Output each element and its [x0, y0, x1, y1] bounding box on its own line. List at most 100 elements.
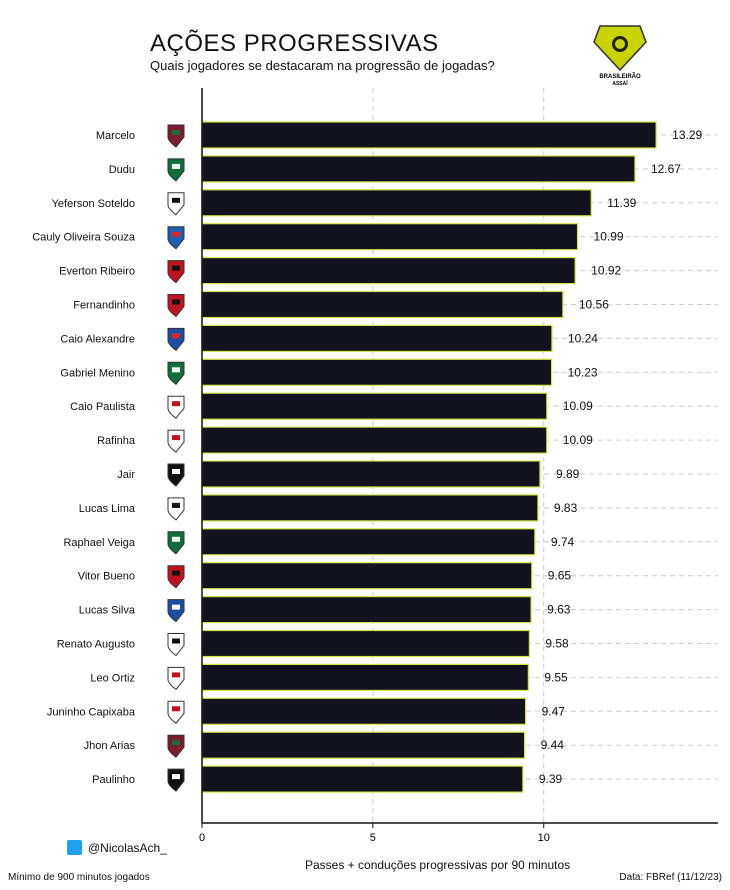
badge-shield [167, 158, 185, 182]
value-label: 9.65 [548, 569, 572, 583]
corinthians-badge-icon [167, 633, 185, 657]
category-label: Dudu [109, 164, 135, 176]
category-label: Marcelo [96, 130, 135, 142]
value-label: 10.92 [591, 264, 621, 278]
bar [201, 562, 533, 590]
badge-shield [167, 124, 185, 148]
value-label: 9.47 [542, 704, 566, 718]
bar [201, 494, 539, 522]
badge-shield [167, 429, 185, 453]
author-handle[interactable]: @NicolasAch_ [88, 841, 167, 855]
value-label: 9.39 [539, 772, 563, 786]
badge-shield [167, 599, 185, 623]
bar [201, 155, 636, 183]
value-label: 9.58 [545, 637, 569, 651]
badge-stripe [172, 604, 180, 610]
palmeiras-badge-icon [167, 158, 185, 182]
category-label: Rafinha [97, 435, 136, 447]
bar [201, 257, 576, 285]
badge-stripe [172, 130, 180, 135]
badge-stripe [172, 265, 180, 271]
brasileirao-logo: BRASILEIRÃO ASSAÍ [593, 25, 647, 87]
x-tick-label: 10 [538, 832, 550, 844]
badge-shield [167, 734, 185, 758]
badge-stripe [172, 163, 180, 169]
badge-shield [167, 666, 185, 691]
bar [201, 731, 526, 759]
bar [201, 697, 527, 725]
category-label: Everton Ribeiro [59, 266, 135, 278]
badge-shield [167, 395, 185, 419]
data-source: Data: FBRef (11/12/23) [619, 872, 722, 883]
minimum-note: Mínimo de 900 minutos jogados [8, 872, 150, 883]
badge-shield [167, 768, 185, 792]
badge-shield [167, 531, 185, 555]
fluminense-badge-icon [167, 124, 185, 148]
bar [201, 121, 657, 149]
badge-shield [167, 294, 185, 318]
vasco-badge-icon [167, 463, 185, 487]
badge-stripe [172, 502, 180, 508]
value-label: 10.09 [563, 433, 593, 447]
bar [201, 189, 592, 217]
category-label: Cauly Oliveira Souza [32, 232, 136, 244]
chart-subtitle: Quais jogadores se destacaram na progres… [150, 58, 495, 73]
badge-stripe [172, 774, 180, 780]
category-label: Jair [117, 469, 135, 481]
badge-stripe [172, 740, 180, 746]
value-label: 10.23 [568, 365, 598, 379]
category-label: Raphael Veiga [63, 537, 135, 549]
value-label: 13.29 [672, 128, 702, 142]
santos-badge-icon [167, 192, 185, 216]
category-label: Lucas Lima [79, 503, 136, 515]
value-label: 9.55 [544, 670, 568, 684]
bar [201, 223, 579, 251]
category-label: Gabriel Menino [60, 367, 135, 379]
category-label: Leo Ortiz [90, 672, 135, 684]
value-label: 12.67 [651, 162, 681, 176]
badge-stripe [172, 469, 180, 474]
chart-title: AÇÕES PROGRESSIVAS [150, 30, 439, 57]
value-label: 9.63 [547, 603, 571, 617]
bar [201, 663, 529, 692]
athletico-badge-icon [167, 565, 185, 589]
badge-stripe [172, 638, 180, 644]
badge-stripe [172, 435, 180, 441]
badge-shield [167, 260, 185, 284]
bar [201, 629, 530, 658]
cruzeiro-badge-icon [167, 599, 185, 623]
vasco-badge-icon [167, 768, 185, 792]
logo-text-2: ASSAÍ [612, 79, 628, 87]
x-axis-label: Passes + conduções progressivas por 90 m… [305, 858, 571, 872]
value-label: 10.09 [563, 399, 593, 413]
value-label: 9.74 [551, 535, 575, 549]
badge-stripe [172, 231, 180, 237]
category-label: Caio Paulista [70, 401, 136, 413]
badge-stripe [172, 367, 180, 373]
x-tick-label: 0 [199, 832, 205, 844]
category-label: Caio Alexandre [60, 333, 135, 345]
category-label: Renato Augusto [57, 639, 135, 651]
fortaleza-badge-icon [167, 327, 185, 352]
badge-shield [167, 226, 185, 250]
badge-shield [167, 565, 185, 589]
badge-stripe [172, 672, 180, 678]
badge-shield [167, 361, 185, 385]
value-label: 10.24 [568, 331, 598, 345]
bragantino-badge-icon [167, 666, 185, 691]
bar [201, 358, 553, 386]
value-label: 10.56 [579, 298, 609, 312]
santos-badge-icon [167, 497, 185, 521]
badge-shield [167, 700, 185, 724]
bars-layer [201, 121, 657, 793]
axis-layer: 0 5 10 [199, 88, 718, 844]
value-label: 10.99 [594, 230, 624, 244]
category-label: Yeferson Soteldo [52, 198, 135, 210]
flamengo-badge-icon [167, 260, 185, 284]
value-label: 9.44 [541, 738, 565, 752]
palmeiras-badge-icon [167, 361, 185, 385]
badge-shield [167, 327, 185, 352]
bar [201, 392, 548, 420]
badge-stripe [172, 706, 180, 712]
